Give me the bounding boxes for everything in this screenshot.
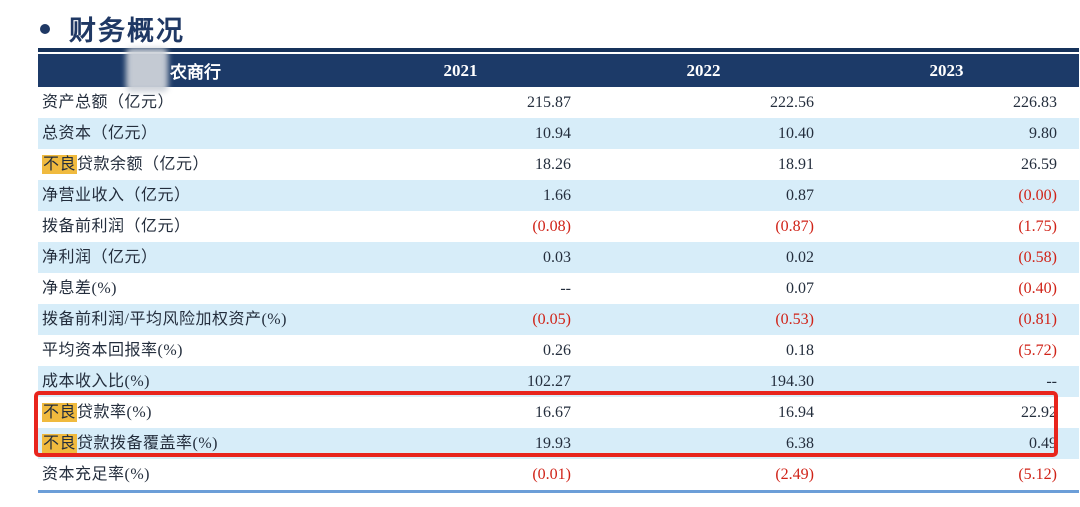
table-row: 拨备前利润/平均风险加权资产(%) (0.05) (0.53) (0.81) — [38, 304, 1079, 335]
value-cell: 19.93 — [535, 435, 571, 452]
table-row: 资产总额（亿元） 215.87 222.56 226.83 — [38, 87, 1079, 118]
table-row: 净营业收入（亿元） 1.66 0.87 (0.00) — [38, 180, 1079, 211]
value-cell: 6.38 — [786, 435, 814, 452]
value-cell: 0.49 — [1029, 435, 1057, 452]
year-header-2023: 2023 — [929, 60, 964, 80]
table-row: 总资本（亿元） 10.94 10.40 9.80 — [38, 118, 1079, 149]
value-cell: 0.02 — [786, 249, 814, 266]
row-label: 资产总额（亿元） — [42, 94, 175, 111]
year-header-2022: 2022 — [686, 60, 721, 80]
table-row: 成本收入比(%) 102.27 194.30 -- — [38, 366, 1079, 397]
table-row: 不良贷款拨备覆盖率(%) 19.93 6.38 0.49 — [38, 428, 1079, 459]
table-row: 净利润（亿元） 0.03 0.02 (0.58) — [38, 242, 1079, 273]
value-cell: 16.94 — [778, 404, 814, 421]
value-cell: 0.26 — [543, 342, 571, 359]
entity-name-header: 农商行 — [170, 63, 221, 82]
section-title: 财务概况 — [40, 9, 185, 48]
financial-table: 农商行 2021 2022 2023 资产总额（亿元） 215.87 222.56 2… — [38, 48, 1079, 493]
table-row: 平均资本回报率(%) 0.26 0.18 (5.72) — [38, 335, 1079, 366]
value-cell: 22.92 — [1021, 404, 1057, 421]
table-row: 资本充足率(%) (0.01) (2.49) (5.12) — [38, 459, 1079, 490]
value-cell: -- — [1046, 373, 1057, 390]
value-cell: 215.87 — [527, 94, 571, 111]
value-cell: 10.40 — [778, 125, 814, 142]
value-cell: 0.07 — [786, 280, 814, 297]
value-cell: 26.59 — [1021, 156, 1057, 173]
value-cell: (0.81) — [1018, 311, 1057, 328]
value-cell: (2.49) — [775, 466, 814, 483]
highlighted-term: 不良 — [42, 434, 78, 453]
value-cell: -- — [560, 280, 571, 297]
value-cell: (0.53) — [775, 311, 814, 328]
value-cell: (0.58) — [1018, 249, 1057, 266]
table-header-row: 农商行 2021 2022 2023 — [38, 48, 1079, 92]
value-cell: (0.01) — [532, 466, 571, 483]
value-cell: (0.05) — [532, 311, 571, 328]
value-cell: 226.83 — [1013, 94, 1057, 111]
value-cell: 9.80 — [1029, 125, 1057, 142]
row-label: 不良贷款余额（亿元） — [42, 155, 210, 174]
value-cell: 18.26 — [535, 156, 571, 173]
section-bullet-icon — [40, 23, 50, 34]
row-label: 成本收入比(%) — [42, 373, 150, 390]
table-row: 不良贷款率(%) 16.67 16.94 22.92 — [38, 397, 1079, 428]
value-cell: 0.18 — [786, 342, 814, 359]
highlighted-term: 不良 — [42, 155, 78, 174]
value-cell: 10.94 — [535, 125, 571, 142]
value-cell: 16.67 — [535, 404, 571, 421]
row-label: 净息差(%) — [42, 280, 117, 297]
title-underline — [38, 48, 1079, 52]
value-cell: (0.40) — [1018, 280, 1057, 297]
value-cell: (5.12) — [1018, 466, 1057, 483]
page-title: 财务概况 — [69, 16, 185, 46]
row-label: 资本充足率(%) — [42, 466, 150, 483]
table-bottom-rule — [38, 490, 1079, 493]
table-body: 资产总额（亿元） 215.87 222.56 226.83 总资本（亿元） 10.94 10… — [38, 87, 1079, 490]
value-cell: 0.87 — [786, 187, 814, 204]
row-label: 拨备前利润/平均风险加权资产(%) — [42, 311, 287, 328]
row-label: 净利润（亿元） — [42, 249, 158, 266]
value-cell: (0.87) — [775, 218, 814, 235]
value-cell: (0.00) — [1018, 187, 1057, 204]
row-label: 净营业收入（亿元） — [42, 187, 191, 204]
value-cell: (0.08) — [532, 218, 571, 235]
value-cell: 194.30 — [770, 373, 814, 390]
table-row: 不良贷款余额（亿元） 18.26 18.91 26.59 — [38, 149, 1079, 180]
value-cell: 18.91 — [778, 156, 814, 173]
value-cell: 1.66 — [543, 187, 571, 204]
value-cell: (5.72) — [1018, 342, 1057, 359]
row-label: 拨备前利润（亿元） — [42, 218, 191, 235]
row-label: 总资本（亿元） — [42, 125, 158, 142]
row-label: 平均资本回报率(%) — [42, 342, 183, 359]
highlighted-term: 不良 — [42, 403, 78, 422]
year-header-2021: 2021 — [443, 60, 478, 80]
value-cell: (1.75) — [1018, 218, 1057, 235]
value-cell: 0.03 — [543, 249, 571, 266]
value-cell: 222.56 — [770, 94, 814, 111]
table-row: 拨备前利润（亿元） (0.08) (0.87) (1.75) — [38, 211, 1079, 242]
row-label: 不良贷款率(%) — [42, 403, 153, 422]
row-label: 不良贷款拨备覆盖率(%) — [42, 434, 219, 453]
table-row: 净息差(%) -- 0.07 (0.40) — [38, 273, 1079, 304]
redaction-blur — [126, 48, 168, 92]
value-cell: 102.27 — [527, 373, 571, 390]
